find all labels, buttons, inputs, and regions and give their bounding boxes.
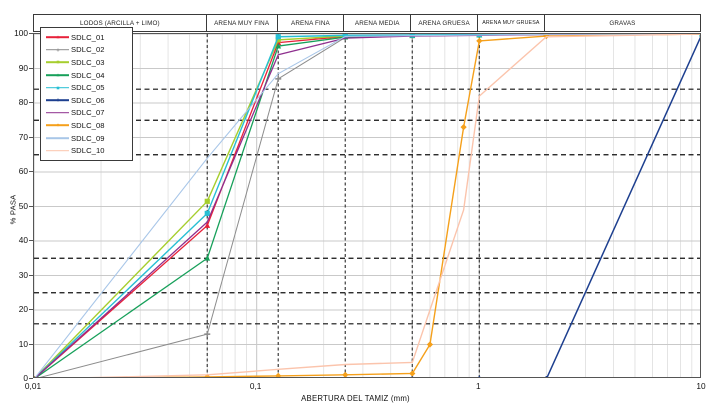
y-tick-mark [29, 102, 33, 103]
series-sdlc_04 [34, 34, 700, 377]
y-tick-label: 90 [18, 62, 28, 73]
y-tick-mark [29, 309, 33, 310]
legend-marker-square-icon [56, 61, 59, 64]
y-tick-label: 50 [18, 200, 28, 211]
legend-symbol-icon [44, 69, 71, 81]
y-tick-mark [29, 274, 33, 276]
legend-item-sdlc_05[interactable]: SDLC_05 [44, 81, 130, 94]
y-tick-label: 60 [18, 166, 28, 176]
plot-area [33, 33, 701, 378]
legend-marker-triangle-icon [56, 73, 59, 77]
y-tick-label: 0 [23, 373, 28, 383]
x-tick-label: 0,1 [249, 381, 262, 391]
series-sdlc_02 [34, 34, 700, 377]
y-tick-mark [29, 67, 33, 69]
y-tick-mark [29, 33, 33, 34]
legend-label: SDLC_02 [71, 45, 105, 55]
legend-label: SDLC_10 [71, 146, 105, 156]
series-sdlc_10 [88, 34, 700, 377]
y-tick-mark [29, 240, 33, 241]
x-tick-label: 10 [696, 381, 706, 391]
legend-marker-plus-icon [56, 48, 59, 52]
y-axis-label: % PASA [8, 194, 18, 225]
legend-item-sdlc_03[interactable]: SDLC_03 [44, 56, 130, 69]
band-cell-6: GRAVAS [609, 19, 636, 27]
chart-legend: SDLC_01 SDLC_02 SDLC_03 SDLC_04 SDLC_05 SDLC_… [40, 27, 133, 161]
legend-symbol-icon [44, 119, 71, 131]
legend-label: SDLC_03 [71, 57, 105, 67]
classification-separators [206, 34, 480, 377]
band-cell-5: ARENA MUY GRUESA [478, 15, 545, 31]
legend-symbol-icon [44, 56, 71, 68]
legend-symbol-icon [44, 44, 71, 56]
legend-marker-square-icon [56, 86, 59, 89]
legend-label: SDLC_07 [71, 108, 105, 118]
series-sdlc_01 [34, 34, 700, 377]
legend-line-icon [46, 137, 69, 139]
y-tick-label: 10 [18, 338, 28, 349]
y-tick-mark [29, 136, 33, 138]
y-tick-mark [29, 378, 33, 379]
legend-label: SDLC_06 [71, 95, 105, 105]
series-sdlc_07 [35, 34, 700, 377]
y-tick-mark [29, 343, 33, 345]
legend-label: SDLC_08 [71, 120, 105, 130]
legend-symbol-icon [44, 82, 71, 94]
legend-symbol-icon [44, 31, 71, 43]
legend-marker-plus-icon [56, 98, 59, 102]
legend-label: SDLC_09 [71, 133, 105, 143]
y-tick-label: 70 [18, 131, 28, 142]
legend-item-sdlc_01[interactable]: SDLC_01 [44, 31, 130, 44]
y-tick-mark [29, 205, 33, 207]
legend-label: SDLC_05 [71, 83, 105, 93]
series-sdlc_05 [34, 34, 700, 377]
legend-line-icon [46, 112, 69, 114]
legend-item-sdlc_08[interactable]: SDLC_08 [44, 119, 130, 132]
legend-item-sdlc_07[interactable]: SDLC_07 [44, 107, 130, 120]
major-gridlines [34, 34, 700, 377]
series-sdlc_03 [34, 34, 700, 377]
legend-symbol-icon [44, 94, 71, 106]
x-axis-label: ABERTURA DEL TAMIZ (mm) [301, 394, 410, 403]
series-sdlc_06 [34, 34, 700, 377]
legend-label: SDLC_01 [71, 32, 105, 42]
series-sdlc_08 [34, 34, 700, 377]
legend-marker-triangle-icon [56, 35, 59, 39]
legend-symbol-icon [44, 107, 71, 119]
y-tick-label: 20 [18, 304, 28, 314]
band-cell-3: ARENA MEDIA [344, 15, 412, 31]
band-cell-0: LODOS (ARCILLA + LIMO) [34, 15, 207, 31]
legend-item-sdlc_09[interactable]: SDLC_09 [44, 132, 130, 145]
y-tick-mark [29, 171, 33, 172]
legend-item-sdlc_10[interactable]: SDLC_10 [44, 144, 130, 157]
legend-item-sdlc_02[interactable]: SDLC_02 [44, 44, 130, 57]
legend-line-icon [46, 149, 69, 152]
y-tick-label: 100 [14, 28, 28, 38]
series-sdlc_09 [34, 34, 700, 377]
legend-marker-diamond-icon [55, 123, 60, 128]
plot-svg [34, 34, 700, 377]
legend-symbol-icon [44, 132, 71, 144]
percentile-reference-lines [34, 88, 700, 325]
legend-item-sdlc_04[interactable]: SDLC_04 [44, 69, 130, 82]
legend-label: SDLC_04 [71, 70, 105, 80]
band-cell-4: ARENA GRUESA [411, 15, 479, 31]
x-tick-label: 1 [476, 381, 481, 391]
y-tick-label: 30 [18, 269, 28, 280]
legend-item-sdlc_06[interactable]: SDLC_06 [44, 94, 130, 107]
legend-symbol-icon [44, 145, 71, 157]
y-tick-label: 40 [18, 235, 28, 245]
band-cell-1: ARENA MUY FINA [207, 15, 278, 31]
y-tick-label: 80 [18, 97, 28, 107]
x-tick-label: 0,01 [24, 381, 42, 391]
soil-classification-band: LODOS (ARCILLA + LIMO) ARENA MUY FINA AREN… [33, 14, 701, 32]
band-cell-2: ARENA FINA [278, 15, 345, 31]
